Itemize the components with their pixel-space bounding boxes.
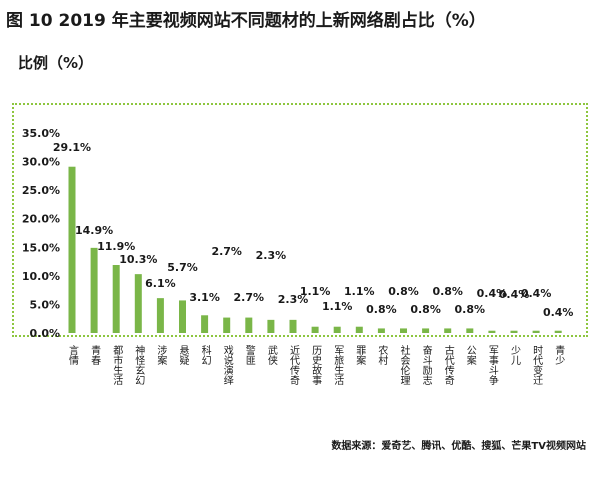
y-axis-title: 比例（%） <box>18 54 94 72</box>
category-label: 罪案 <box>354 345 366 366</box>
category-label: 农村 <box>376 344 388 365</box>
data-label: 0.4% <box>543 306 574 319</box>
data-label: 0.4% <box>521 287 552 300</box>
bar <box>554 330 562 333</box>
data-label: 3.1% <box>189 291 220 304</box>
bar <box>112 265 120 333</box>
source-note: 数据来源：爱奇艺、腾讯、优酷、搜狐、芒果TV视频网站 <box>331 441 586 452</box>
bar <box>422 328 430 333</box>
bar <box>179 300 186 333</box>
category-label: 警匪 <box>243 344 255 365</box>
category-label: 社会伦理 <box>398 344 410 385</box>
category-label: 奋斗励志 <box>420 344 432 385</box>
data-label: 0.8% <box>455 303 486 316</box>
category-label: 涉案 <box>155 344 167 366</box>
y-tick-label: 25.0% <box>22 184 60 197</box>
bar <box>400 328 407 333</box>
category-label: 时代变迁 <box>531 345 543 385</box>
data-label: 1.1% <box>300 285 331 298</box>
y-tick-label: 30.0% <box>22 156 60 169</box>
data-label: 0.8% <box>366 303 397 316</box>
data-label: 0.8% <box>388 285 419 298</box>
category-label: 武侠 <box>265 344 277 366</box>
category-label: 近代传奇 <box>288 344 300 385</box>
category-label: 科幻 <box>199 344 211 365</box>
bar <box>68 166 76 333</box>
category-label: 军事斗争 <box>486 345 498 386</box>
category-label: 古代传奇 <box>442 344 454 385</box>
category-label: 言情 <box>67 344 79 366</box>
category-label: 戏说演绎 <box>221 345 233 386</box>
category-label: 神怪玄幻 <box>133 344 145 385</box>
category-label: 都市生活 <box>111 345 123 386</box>
data-label: 0.4% <box>477 287 508 300</box>
data-label: 1.1% <box>344 285 375 298</box>
y-tick-label: 0.0% <box>29 327 60 340</box>
bar <box>532 330 540 333</box>
plot-frame <box>12 103 588 337</box>
category-label: 青春 <box>89 344 101 366</box>
data-label: 2.7% <box>211 245 242 258</box>
y-tick-label: 15.0% <box>22 241 60 254</box>
bar <box>289 319 297 333</box>
bar <box>134 274 142 333</box>
bar <box>223 317 231 333</box>
bar <box>311 326 319 333</box>
data-label: 2.3% <box>278 293 309 306</box>
bar <box>466 328 474 333</box>
bar <box>267 319 275 333</box>
y-tick-label: 5.0% <box>29 298 60 311</box>
bar <box>488 330 496 333</box>
category-label: 军旅生活 <box>332 345 344 386</box>
data-label: 0.8% <box>432 285 463 298</box>
y-tick-label: 10.0% <box>22 270 60 283</box>
data-label: 0.8% <box>410 303 441 316</box>
category-label: 少儿 <box>509 345 521 366</box>
data-label: 5.7% <box>167 261 198 274</box>
bar <box>90 247 98 333</box>
data-label: 1.1% <box>322 300 353 313</box>
bar <box>245 317 253 333</box>
bar <box>355 326 363 333</box>
data-label: 2.7% <box>234 291 265 304</box>
category-label: 公案 <box>464 345 476 366</box>
category-label: 悬疑 <box>177 345 189 366</box>
data-label: 10.3% <box>119 253 157 266</box>
bar <box>444 328 452 333</box>
bar <box>510 330 518 333</box>
bar <box>377 328 385 333</box>
y-tick-label: 20.0% <box>22 213 60 226</box>
data-label: 14.9% <box>75 224 113 237</box>
category-label: 历史故事 <box>310 345 322 385</box>
y-tick-label: 35.0% <box>22 127 60 140</box>
bar <box>201 315 209 333</box>
data-label: 2.3% <box>256 249 287 262</box>
data-label: 11.9% <box>97 240 135 253</box>
chart-title: 图 10 2019 年主要视频网站不同题材的上新网络剧占比（%） <box>6 11 486 31</box>
category-label: 青少 <box>553 344 565 365</box>
bar <box>156 298 164 333</box>
data-label: 29.1% <box>53 141 91 154</box>
data-label: 0.4% <box>499 288 530 301</box>
data-label: 6.1% <box>145 277 176 290</box>
bar <box>333 326 341 333</box>
